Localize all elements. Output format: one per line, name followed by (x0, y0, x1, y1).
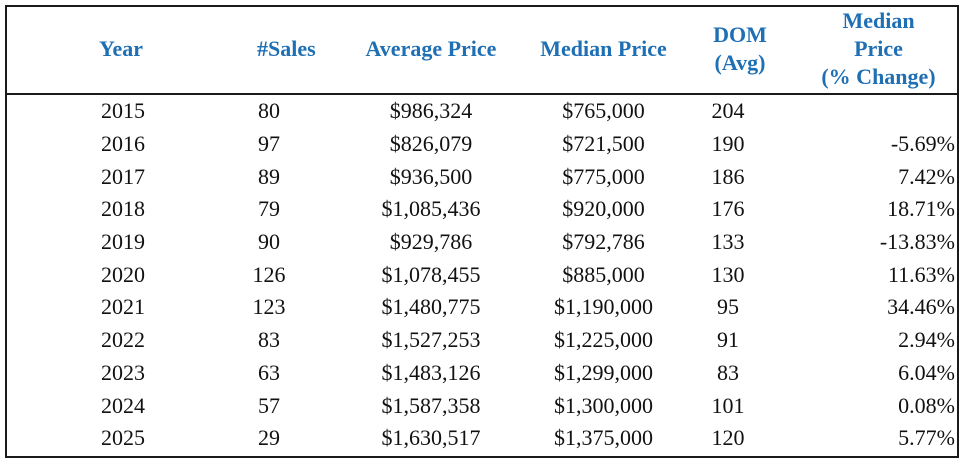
cell-sales: 63 (258, 359, 280, 385)
cell-median-price: $920,000 (562, 196, 645, 222)
table-row: 2025 29 $1,630,517 $1,375,000 120 5.77% (5, 422, 959, 455)
cell-average-price: $936,500 (389, 163, 473, 189)
cell-sales: 97 (258, 131, 280, 157)
cell-dom: 95 (717, 294, 739, 320)
cell-year: 2020 (101, 261, 145, 287)
cell-average-price: $826,079 (389, 131, 473, 157)
cell-dom: 133 (711, 229, 745, 255)
table-row: 2019 90 $929,786 $792,786 133 -13.83% (5, 226, 959, 259)
table-row: 2021 123 $1,480,775 $1,190,000 95 34.46% (5, 291, 959, 324)
cell-median-price-change: 6.04% (898, 359, 955, 385)
cell-year: 2019 (101, 229, 145, 255)
cell-median-price-change: 11.63% (887, 261, 955, 287)
cell-sales: 57 (258, 392, 280, 418)
cell-sales: 79 (258, 196, 280, 222)
cell-median-price-change: 7.42% (898, 163, 955, 189)
cell-median-price-change: 5.77% (898, 425, 955, 451)
header-median-price: Median Price (521, 5, 690, 95)
cell-year: 2017 (101, 163, 145, 189)
cell-year: 2015 (101, 98, 145, 124)
cell-year: 2024 (101, 392, 145, 418)
cell-dom: 83 (717, 359, 739, 385)
cell-sales: 123 (252, 294, 286, 320)
header-sales: #Sales (243, 5, 341, 95)
cell-year: 2023 (101, 359, 145, 385)
cell-average-price: $1,078,455 (381, 261, 481, 287)
cell-median-price: $1,375,000 (554, 425, 653, 451)
cell-median-price: $1,225,000 (554, 327, 653, 353)
table-row: 2024 57 $1,587,358 $1,300,000 101 0.08% (5, 389, 959, 422)
cell-year: 2021 (101, 294, 145, 320)
cell-median-price-change: -5.69% (890, 131, 955, 157)
header-dom: DOM (Avg) (690, 5, 790, 95)
cell-median-price-change: 2.94% (898, 327, 955, 353)
cell-average-price: $1,630,517 (381, 425, 481, 451)
cell-average-price: $1,587,358 (381, 392, 481, 418)
header-year: Year (5, 5, 243, 95)
cell-median-price: $885,000 (562, 261, 645, 287)
cell-median-price-change: 0.08% (898, 392, 955, 418)
cell-sales: 90 (258, 229, 280, 255)
table-row: 2016 97 $826,079 $721,500 190 -5.69% (5, 128, 959, 161)
cell-median-price: $765,000 (562, 98, 645, 124)
table-row: 2020 126 $1,078,455 $885,000 130 11.63% (5, 258, 959, 291)
cell-dom: 130 (711, 261, 745, 287)
cell-median-price: $1,300,000 (554, 392, 653, 418)
cell-median-price: $1,190,000 (554, 294, 653, 320)
cell-median-price-change: 18.71% (887, 196, 955, 222)
cell-median-price-change (790, 94, 959, 128)
cell-average-price: $986,324 (389, 98, 473, 124)
cell-sales: 89 (258, 163, 280, 189)
table-row: 2017 89 $936,500 $775,000 186 7.42% (5, 160, 959, 193)
table-body: 2015 80 $986,324 $765,000 204 2016 97 $826,079 $… (5, 94, 959, 455)
cell-year: 2025 (101, 425, 145, 451)
cell-year: 2016 (101, 131, 145, 157)
cell-dom: 204 (711, 98, 745, 124)
cell-dom: 176 (711, 196, 745, 222)
cell-average-price: $929,786 (389, 229, 473, 255)
cell-median-price: $792,786 (562, 229, 645, 255)
cell-average-price: $1,480,775 (381, 294, 481, 320)
cell-average-price: $1,085,436 (381, 196, 481, 222)
cell-median-price-change: 34.46% (887, 294, 955, 320)
sales-table: Year #Sales Average Price Median Price D… (5, 5, 959, 455)
cell-median-price: $775,000 (562, 163, 645, 189)
cell-sales: 126 (252, 261, 286, 287)
cell-dom: 120 (711, 425, 745, 451)
cell-sales: 29 (258, 425, 280, 451)
table-row: 2022 83 $1,527,253 $1,225,000 91 2.94% (5, 324, 959, 357)
cell-median-price-change: -13.83% (879, 229, 955, 255)
header-average-price: Average Price (341, 5, 521, 95)
cell-average-price: $1,527,253 (381, 327, 481, 353)
cell-dom: 186 (711, 163, 745, 189)
cell-dom: 101 (711, 392, 745, 418)
header-row: Year #Sales Average Price Median Price D… (5, 5, 959, 95)
cell-dom: 190 (711, 131, 745, 157)
cell-median-price: $721,500 (562, 131, 645, 157)
table-row: 2015 80 $986,324 $765,000 204 (5, 94, 959, 128)
header-median-price-change: Median Price (% Change) (790, 5, 959, 95)
cell-year: 2018 (101, 196, 145, 222)
cell-sales: 83 (258, 327, 280, 353)
cell-average-price: $1,483,126 (381, 359, 481, 385)
cell-sales: 80 (258, 98, 280, 124)
cell-median-price: $1,299,000 (554, 359, 653, 385)
table-row: 2018 79 $1,085,436 $920,000 176 18.71% (5, 193, 959, 226)
cell-year: 2022 (101, 327, 145, 353)
cell-dom: 91 (717, 327, 739, 353)
table-row: 2023 63 $1,483,126 $1,299,000 83 6.04% (5, 357, 959, 390)
table-header: Year #Sales Average Price Median Price D… (5, 5, 959, 95)
